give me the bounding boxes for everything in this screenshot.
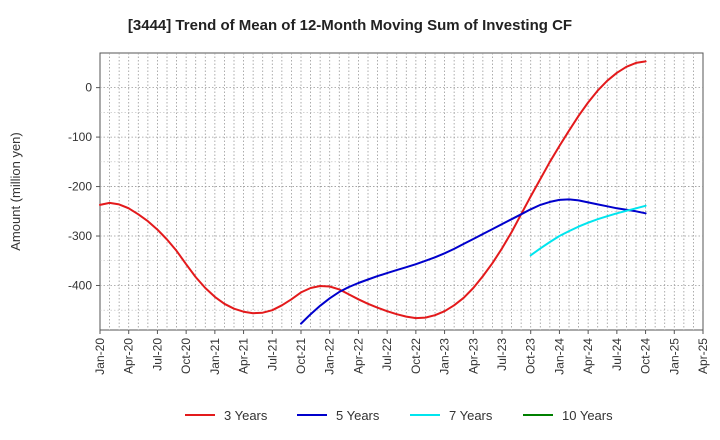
x-tick-label: Jan-20 [93,338,107,375]
series-line-3-years [99,60,647,320]
x-tick-label: Jul-21 [265,338,279,371]
x-tick-label: Oct-24 [639,338,653,374]
legend: 3 Years 5 Years 7 Years 10 Years [185,408,613,423]
x-tick-label: Jul-22 [380,338,394,371]
x-tick-label: Jan-24 [552,338,566,375]
legend-label: 5 Years [336,408,380,423]
y-axis-label: Amount (million yen) [8,132,23,251]
x-tick-label: Jul-20 [150,338,164,371]
x-tick-label: Oct-20 [179,338,193,374]
y-tick-label: -400 [68,278,92,292]
series-line-5-years [300,198,647,325]
x-tick-label: Jul-24 [610,338,624,371]
y-tick-label: -200 [68,180,92,194]
x-tick-label: Oct-21 [294,338,308,374]
legend-label: 10 Years [562,408,613,423]
plot-area [99,52,704,331]
series-line-7-years [529,204,647,257]
grid [100,53,703,330]
x-tick-label: Apr-24 [581,338,595,374]
y-tick-label: -300 [68,229,92,243]
x-tick-label: Apr-25 [696,338,710,374]
x-tick-label: Apr-20 [122,338,136,374]
y-axis: 0 -100 -200 -300 -400 [68,81,100,292]
chart-title: [3444] Trend of Mean of 12-Month Moving … [128,17,572,34]
x-tick-label: Apr-21 [237,338,251,374]
x-tick-label: Oct-22 [409,338,423,374]
x-tick-label: Jan-25 [667,338,681,375]
x-tick-label: Jan-21 [208,338,222,375]
x-axis: Jan-20 Apr-20 Jul-20 Oct-20 Jan-21 Apr-21 Jul-… [93,330,710,375]
y-tick-label: 0 [85,81,92,95]
legend-label: 7 Years [449,408,493,423]
y-tick-label: -100 [68,130,92,144]
x-tick-label: Apr-23 [466,338,480,374]
x-tick-label: Jul-23 [495,338,509,371]
series-lines [99,60,647,325]
x-tick-label: Jan-22 [323,338,337,375]
x-tick-label: Oct-23 [524,338,538,374]
x-tick-label: Apr-22 [351,338,365,374]
legend-label: 3 Years [224,408,268,423]
x-tick-label: Jan-23 [438,338,452,375]
